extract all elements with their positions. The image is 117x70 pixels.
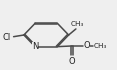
Text: N: N bbox=[32, 42, 38, 51]
Text: CH₃: CH₃ bbox=[71, 21, 84, 27]
Text: O: O bbox=[84, 41, 90, 50]
Text: O: O bbox=[69, 57, 75, 66]
Text: Cl: Cl bbox=[3, 33, 11, 42]
Text: CH₃: CH₃ bbox=[94, 43, 107, 49]
